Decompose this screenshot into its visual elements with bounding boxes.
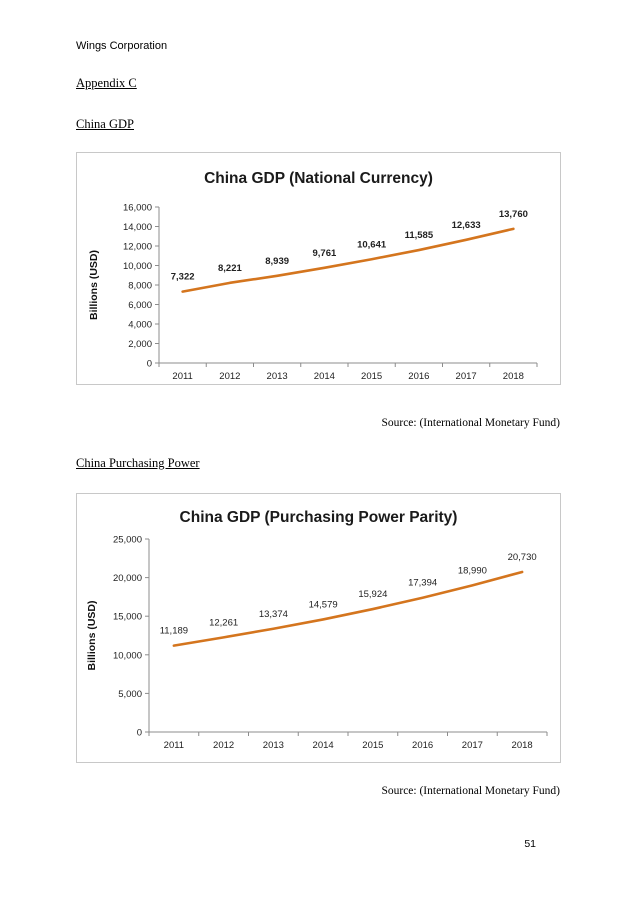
x-tick-label: 2016 <box>412 740 433 751</box>
appendix-heading: Appendix C <box>76 76 137 90</box>
x-tick-label: 2012 <box>219 371 240 382</box>
page-number: 51 <box>524 838 536 850</box>
y-tick-label: 20,000 <box>113 573 142 584</box>
y-tick-label: 8,000 <box>128 281 152 292</box>
data-label: 8,939 <box>265 256 289 267</box>
x-tick-label: 2015 <box>362 740 383 751</box>
y-tick-label: 2,000 <box>128 339 152 350</box>
series-line <box>172 570 524 647</box>
y-tick-label: 10,000 <box>113 650 142 661</box>
chart-national-currency: China GDP (National Currency) Billions (U… <box>88 170 538 382</box>
x-tick-label: 2013 <box>263 740 284 751</box>
data-label: 13,374 <box>259 609 288 620</box>
x-tick-label: 2014 <box>313 740 334 751</box>
data-label: 11,585 <box>405 230 434 241</box>
document-header: Wings Corporation <box>76 40 168 52</box>
x-tick-label: 2018 <box>503 371 524 382</box>
data-label: 9,761 <box>312 248 336 259</box>
x-tick-label: 2011 <box>172 371 192 382</box>
chart-national-currency-container: China GDP (National Currency) Billions (U… <box>76 152 561 385</box>
x-tick-label: 2018 <box>512 740 533 751</box>
data-label: 14,579 <box>309 599 338 610</box>
y-axis-label: Billions (USD) <box>86 601 98 671</box>
y-tick-label: 10,000 <box>123 261 152 272</box>
data-label: 10,641 <box>357 239 387 250</box>
chart-title: China GDP (National Currency) <box>204 170 433 187</box>
data-label: 18,990 <box>458 565 487 576</box>
data-label: 8,221 <box>218 263 242 274</box>
y-tick-label: 14,000 <box>123 222 152 233</box>
series-line <box>181 227 515 293</box>
x-tick-label: 2015 <box>361 371 382 382</box>
data-label: 15,924 <box>358 589 387 600</box>
y-tick-label: 0 <box>137 728 142 739</box>
data-label: 13,760 <box>499 209 528 220</box>
x-tick-label: 2017 <box>462 740 483 751</box>
x-tick-label: 2011 <box>164 740 184 751</box>
y-tick-label: 16,000 <box>123 203 152 214</box>
section-heading-china-gdp: China GDP <box>76 117 134 131</box>
source-note-2: Source: (International Monetary Fund) <box>381 785 560 797</box>
y-tick-label: 5,000 <box>118 689 142 700</box>
data-label: 7,322 <box>171 272 195 283</box>
y-tick-label: 6,000 <box>128 300 152 311</box>
y-tick-label: 12,000 <box>123 242 152 253</box>
data-label: 20,730 <box>508 552 537 563</box>
y-tick-label: 15,000 <box>113 612 142 623</box>
section-heading-purchasing-power: China Purchasing Power <box>76 456 200 470</box>
chart-title: China GDP (Purchasing Power Parity) <box>180 509 458 526</box>
y-tick-label: 25,000 <box>113 535 142 546</box>
y-tick-label: 0 <box>147 359 152 370</box>
x-tick-label: 2013 <box>267 371 288 382</box>
x-tick-label: 2017 <box>456 371 477 382</box>
x-tick-label: 2014 <box>314 371 335 382</box>
source-note-1: Source: (International Monetary Fund) <box>381 417 560 429</box>
chart-purchasing-power-parity: China GDP (Purchasing Power Parity) Billi… <box>86 509 548 751</box>
data-label: 12,261 <box>209 617 238 628</box>
data-label: 12,633 <box>452 220 481 231</box>
y-tick-label: 4,000 <box>128 320 152 331</box>
chart-ppp-container: China GDP (Purchasing Power Parity) Billi… <box>76 493 561 763</box>
data-label: 17,394 <box>408 578 437 589</box>
x-tick-label: 2012 <box>213 740 234 751</box>
x-tick-label: 2016 <box>408 371 429 382</box>
data-label: 11,189 <box>160 626 188 637</box>
y-axis-label: Billions (USD) <box>88 250 100 320</box>
